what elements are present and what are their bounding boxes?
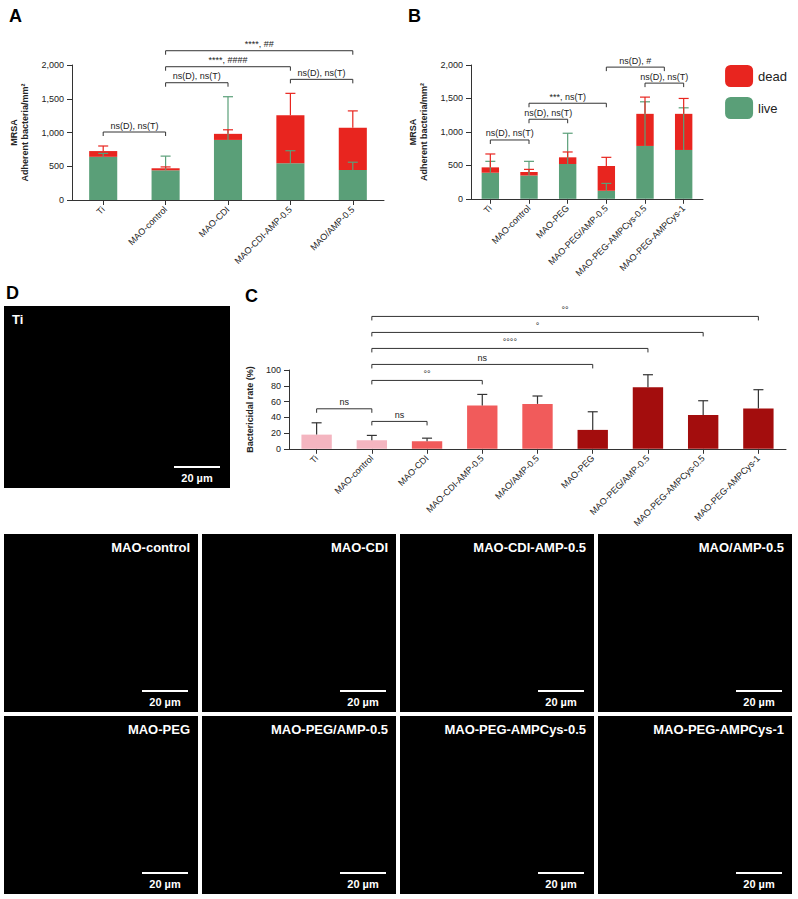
svg-text:°°: °° <box>423 369 431 379</box>
svg-text:20: 20 <box>271 428 281 438</box>
svg-text:MAO-CDI: MAO-CDI <box>396 453 431 488</box>
svg-text:MAO-CDI-AMP-0.5: MAO-CDI-AMP-0.5 <box>424 453 485 514</box>
html-text:20 µm: 20 µm <box>149 878 181 890</box>
html-text:MAO-CDI: MAO-CDI <box>331 540 388 555</box>
html-text:MAO-control: MAO-control <box>111 540 190 555</box>
svg-text:A: A <box>9 6 22 26</box>
svg-text:ns(D), ns(T): ns(D), ns(T) <box>298 68 346 78</box>
html-text:20 µm: 20 µm <box>181 472 213 484</box>
html-text:MAO-CDI-AMP-0.5: MAO-CDI-AMP-0.5 <box>473 540 586 555</box>
svg-text:°: ° <box>536 321 540 331</box>
html-text:20 µm: 20 µm <box>743 878 775 890</box>
svg-text:Ti: Ti <box>95 204 107 216</box>
html-text:MAO/AMP-0.5: MAO/AMP-0.5 <box>698 540 784 555</box>
html-text:20 µm: 20 µm <box>347 696 379 708</box>
html-text:Ti: Ti <box>12 312 24 327</box>
html-text:20 µm: 20 µm <box>743 696 775 708</box>
svg-text:1,500: 1,500 <box>41 94 64 104</box>
html-text:20 µm: 20 µm <box>149 696 181 708</box>
svg-text:Adherent bacteria/mm²: Adherent bacteria/mm² <box>20 83 30 181</box>
html-text:MAO-PEG: MAO-PEG <box>127 722 190 737</box>
html-text:D: D <box>6 283 19 303</box>
svg-text:0: 0 <box>458 194 463 204</box>
svg-text:Ti: Ti <box>308 453 320 465</box>
svg-text:ns(D), ns(T): ns(D), ns(T) <box>486 128 534 138</box>
svg-text:2,000: 2,000 <box>440 60 463 70</box>
svg-text:MAO/AMP-0.5: MAO/AMP-0.5 <box>493 453 541 501</box>
svg-text:MAO-PEG-AMPCys-1: MAO-PEG-AMPCys-1 <box>692 453 762 523</box>
html-text:MAO-PEG-AMPCys-0.5: MAO-PEG-AMPCys-0.5 <box>444 722 586 737</box>
svg-text:***, ns(T): ***, ns(T) <box>549 92 586 102</box>
svg-text:MRSA: MRSA <box>9 119 19 146</box>
svg-text:Adherent bacteria/mm²: Adherent bacteria/mm² <box>419 83 429 181</box>
svg-text:40: 40 <box>271 412 281 422</box>
svg-text:MAO-PEG-AMPCys-0.5: MAO-PEG-AMPCys-0.5 <box>574 203 649 278</box>
svg-text:MAO-PEG/AMP-0.5: MAO-PEG/AMP-0.5 <box>588 453 652 517</box>
svg-text:B: B <box>408 6 421 26</box>
svg-text:80: 80 <box>271 381 281 391</box>
svg-text:1,500: 1,500 <box>440 93 463 103</box>
svg-text:ns: ns <box>395 410 405 420</box>
svg-text:Ti: Ti <box>482 203 494 215</box>
svg-text:ns(D), ns(T): ns(D), ns(T) <box>524 108 572 118</box>
svg-text:MAO-PEG-AMPCys-0.5: MAO-PEG-AMPCys-0.5 <box>631 453 707 529</box>
html-text:20 µm: 20 µm <box>347 878 379 890</box>
svg-text:60: 60 <box>271 397 281 407</box>
svg-text:****, ####: ****, #### <box>208 55 247 65</box>
svg-text:0: 0 <box>276 444 281 454</box>
svg-text:100: 100 <box>266 365 281 375</box>
svg-text:ns(D), ns(T): ns(D), ns(T) <box>110 121 158 131</box>
svg-text:MAO-control: MAO-control <box>126 204 169 247</box>
svg-text:live: live <box>758 101 778 116</box>
svg-text:ns: ns <box>339 397 349 407</box>
svg-text:MAO-PEG/AMP-0.5: MAO-PEG/AMP-0.5 <box>546 203 610 267</box>
html-text:MAO-PEG-AMPCys-1: MAO-PEG-AMPCys-1 <box>653 722 784 737</box>
svg-text:MAO-control: MAO-control <box>490 203 533 246</box>
html-text:20 µm: 20 µm <box>545 696 577 708</box>
svg-text:ns(D), ns(T): ns(D), ns(T) <box>640 72 688 82</box>
svg-text:Bactericidal rate (%): Bactericidal rate (%) <box>245 366 255 453</box>
svg-text:1,000: 1,000 <box>440 127 463 137</box>
svg-text:°°°°: °°°° <box>503 337 518 347</box>
svg-text:MAO-PEG: MAO-PEG <box>559 453 596 490</box>
svg-text:dead: dead <box>758 69 787 84</box>
svg-text:MAO/AMP-0.5: MAO/AMP-0.5 <box>308 204 356 252</box>
svg-text:500: 500 <box>49 161 64 171</box>
svg-text:MAO-control: MAO-control <box>333 453 376 496</box>
svg-text:500: 500 <box>448 160 463 170</box>
svg-text:°°: °° <box>562 305 570 315</box>
html-text:20 µm: 20 µm <box>545 878 577 890</box>
svg-text:****, ##: ****, ## <box>245 39 274 49</box>
svg-text:MAO-CDI: MAO-CDI <box>197 204 232 239</box>
svg-text:MAO-CDI-AMP-0.5: MAO-CDI-AMP-0.5 <box>233 204 294 265</box>
svg-text:ns(D), #: ns(D), # <box>619 56 651 66</box>
svg-text:C: C <box>245 286 258 306</box>
svg-text:MAO-PEG: MAO-PEG <box>534 203 571 240</box>
svg-text:MRSA: MRSA <box>408 118 418 145</box>
svg-text:2,000: 2,000 <box>41 60 64 70</box>
html-text:MAO-PEG/AMP-0.5: MAO-PEG/AMP-0.5 <box>271 722 388 737</box>
svg-text:ns: ns <box>478 353 488 363</box>
svg-text:ns(D), ns(T): ns(D), ns(T) <box>173 71 221 81</box>
svg-text:MAO-PEG-AMPCys-1: MAO-PEG-AMPCys-1 <box>618 203 688 273</box>
svg-text:1,000: 1,000 <box>41 128 64 138</box>
svg-text:0: 0 <box>59 195 64 205</box>
